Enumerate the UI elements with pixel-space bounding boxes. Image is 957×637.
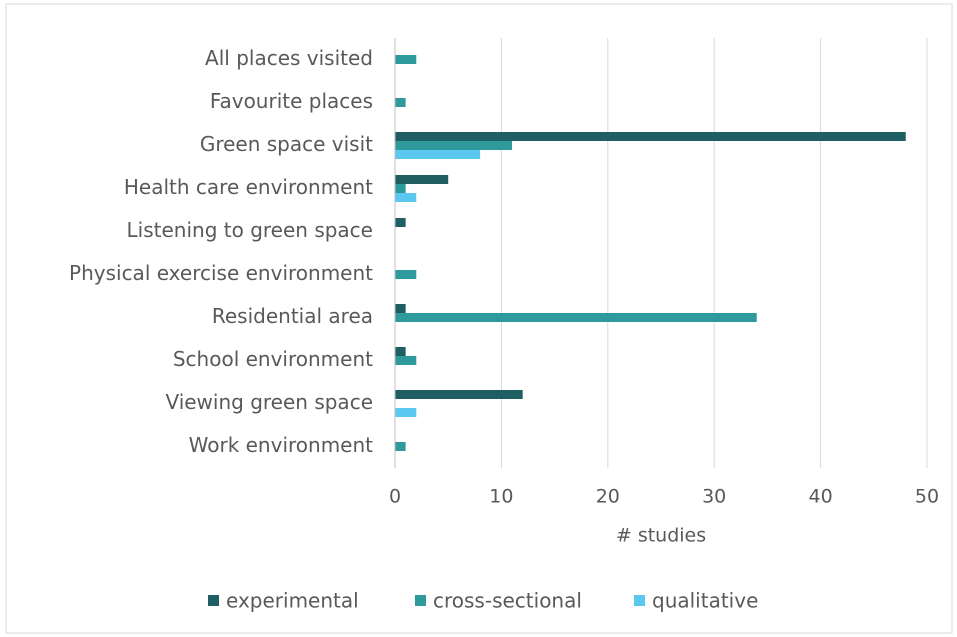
legend-label: cross-sectional [433,589,582,613]
bar [395,218,406,227]
x-tick-label: 30 [702,486,726,508]
bar [395,141,513,150]
bar [395,55,417,64]
legend-swatch [208,595,219,606]
y-tick-label: Listening to green space [127,218,373,242]
legend-swatch [415,595,426,606]
bar [395,390,523,399]
y-tick-label: Work environment [189,433,374,457]
bar [395,270,417,279]
y-tick-label: Physical exercise environment [69,261,373,285]
x-tick-label: 0 [389,486,401,508]
legend-label: qualitative [652,589,758,613]
bar [395,356,417,365]
y-tick-label: Green space visit [200,132,373,156]
bar [395,347,406,356]
bar [395,304,406,313]
legend-label: experimental [226,589,359,613]
bar [395,150,481,159]
bar [395,408,417,417]
y-tick-label: Favourite places [210,89,373,113]
bar [395,442,406,451]
x-axis-label: # studies [616,525,706,547]
bar [395,184,406,193]
x-tick-label: 20 [596,486,620,508]
bar [395,313,757,322]
y-tick-label: Health care environment [124,175,373,199]
x-tick-label: 10 [489,486,513,508]
bar [395,193,417,202]
x-tick-label: 50 [915,486,939,508]
y-tick-label: Residential area [212,304,373,328]
x-tick-label: 40 [809,486,833,508]
y-tick-label: All places visited [205,46,373,70]
chart-frame [5,3,953,634]
bar [395,98,406,107]
y-tick-label: Viewing green space [165,390,373,414]
bar [395,175,449,184]
bar [395,132,906,141]
y-tick-label: School environment [173,347,373,371]
legend-swatch [634,595,645,606]
